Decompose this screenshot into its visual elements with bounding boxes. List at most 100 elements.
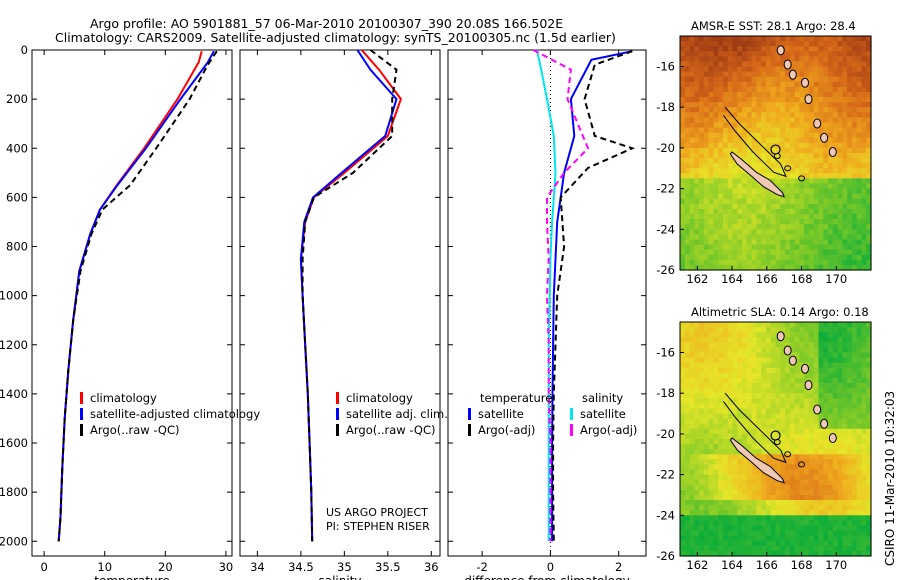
map-cell — [703, 403, 710, 410]
map-cell — [828, 327, 834, 333]
map-cell — [851, 525, 858, 532]
map-cell — [861, 449, 867, 455]
map-cell — [703, 153, 710, 159]
map-cell — [718, 423, 724, 430]
map-cell — [694, 229, 700, 235]
map-cell — [766, 327, 772, 333]
salinity-legend: climatology satellite adj. clim. Argo(..… — [336, 390, 448, 438]
map-cell — [780, 203, 786, 210]
map-cell — [770, 66, 777, 73]
map-cell — [689, 173, 695, 179]
map-cell — [823, 474, 829, 481]
map-cell — [823, 403, 829, 410]
legend-swatch-satellite — [336, 408, 339, 420]
map-cell — [799, 540, 805, 547]
map-cell — [785, 229, 791, 235]
map-cell — [813, 46, 820, 52]
map-cell — [789, 46, 796, 52]
map-cell — [746, 158, 753, 164]
map-cell — [713, 393, 719, 399]
map-cell — [804, 525, 810, 532]
map-cell — [866, 347, 872, 354]
map-cell — [823, 505, 829, 511]
map-cell — [847, 224, 853, 230]
map-cell — [766, 520, 772, 527]
map-cell — [766, 71, 772, 78]
map-cell — [856, 61, 863, 68]
map-cell — [718, 46, 724, 52]
map-cell — [699, 378, 705, 384]
map-cell — [785, 239, 791, 246]
map-cell — [766, 423, 772, 430]
map-cell — [804, 352, 810, 359]
map-cell — [837, 464, 843, 471]
map-cell — [713, 173, 719, 179]
map-cell — [851, 464, 858, 471]
map-cell — [742, 530, 748, 537]
map-cell — [751, 393, 757, 399]
map-cell — [847, 408, 853, 415]
map-cell — [828, 378, 834, 384]
map-cell — [823, 479, 829, 486]
map-cell — [828, 367, 834, 374]
map-cell — [785, 540, 791, 547]
map-cell — [780, 76, 786, 83]
x-tick-label: 162 — [686, 558, 708, 572]
map-cell — [828, 459, 834, 465]
map-cell — [751, 433, 757, 440]
legend-swatch-climatology — [80, 392, 83, 404]
map-cell — [866, 254, 872, 261]
map-cell — [780, 428, 786, 435]
island-vanuatu — [820, 132, 829, 143]
map-cell — [718, 259, 724, 266]
map-cell — [737, 474, 743, 481]
map-cell — [813, 367, 820, 374]
map-cell — [789, 545, 796, 552]
map-cell — [703, 378, 710, 384]
map-cell — [699, 46, 705, 52]
argo-position-marker — [770, 144, 781, 155]
map-cell — [837, 46, 843, 52]
map-cell — [766, 147, 772, 154]
map-cell — [746, 259, 753, 266]
map-cell — [718, 398, 724, 404]
map-cell — [727, 214, 734, 220]
map-cell — [680, 403, 686, 410]
map-cell — [713, 464, 719, 471]
map-cell — [737, 168, 743, 174]
map-cell — [808, 168, 815, 174]
map-cell — [694, 132, 700, 139]
map-cell — [818, 352, 824, 359]
map-cell — [794, 342, 800, 348]
series-line-satellite-adj-clim- — [299, 49, 398, 542]
map-cell — [847, 173, 853, 179]
map-cell — [789, 132, 796, 139]
map-cell — [761, 66, 767, 73]
map-cell — [861, 500, 867, 506]
map-cell — [828, 423, 834, 430]
map-cell — [732, 264, 738, 271]
map-cell — [761, 479, 767, 486]
map-cell — [703, 332, 710, 338]
map-cell — [856, 505, 863, 511]
map-cell — [804, 183, 810, 190]
map-cell — [794, 367, 800, 374]
map-cell — [703, 97, 710, 103]
map-cell — [718, 244, 724, 251]
map-cell — [832, 469, 839, 476]
map-cell — [804, 163, 810, 169]
map-cell — [713, 408, 719, 415]
map-cell — [799, 198, 805, 205]
map-cell — [775, 530, 781, 537]
map-cell — [680, 449, 686, 455]
map-cell — [780, 244, 786, 251]
map-cell — [832, 489, 839, 496]
map-cell — [856, 469, 863, 476]
island-loyalty — [784, 165, 792, 172]
map-cell — [842, 224, 848, 230]
map-cell — [785, 510, 791, 516]
map-cell — [823, 322, 829, 328]
map-cell — [713, 484, 719, 491]
map-cell — [689, 454, 695, 460]
map-cell — [770, 56, 777, 62]
